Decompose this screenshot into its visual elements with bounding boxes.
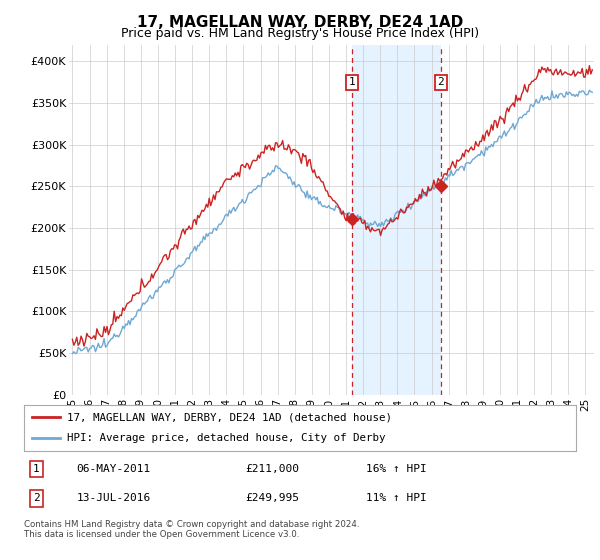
Text: Contains HM Land Registry data © Crown copyright and database right 2024.
This d: Contains HM Land Registry data © Crown c… [24, 520, 359, 539]
Text: 06-MAY-2011: 06-MAY-2011 [76, 464, 151, 474]
Text: £249,995: £249,995 [245, 493, 299, 503]
Text: £211,000: £211,000 [245, 464, 299, 474]
Text: 1: 1 [33, 464, 40, 474]
Text: 11% ↑ HPI: 11% ↑ HPI [366, 493, 427, 503]
Text: 17, MAGELLAN WAY, DERBY, DE24 1AD: 17, MAGELLAN WAY, DERBY, DE24 1AD [137, 15, 463, 30]
Text: 2: 2 [437, 77, 444, 87]
Text: 13-JUL-2016: 13-JUL-2016 [76, 493, 151, 503]
Text: 16% ↑ HPI: 16% ↑ HPI [366, 464, 427, 474]
Text: HPI: Average price, detached house, City of Derby: HPI: Average price, detached house, City… [67, 433, 386, 444]
Bar [352, 45, 441, 395]
Text: 2: 2 [33, 493, 40, 503]
Text: 1: 1 [349, 77, 355, 87]
Text: 17, MAGELLAN WAY, DERBY, DE24 1AD (detached house): 17, MAGELLAN WAY, DERBY, DE24 1AD (detac… [67, 412, 392, 422]
Text: Price paid vs. HM Land Registry's House Price Index (HPI): Price paid vs. HM Land Registry's House … [121, 27, 479, 40]
